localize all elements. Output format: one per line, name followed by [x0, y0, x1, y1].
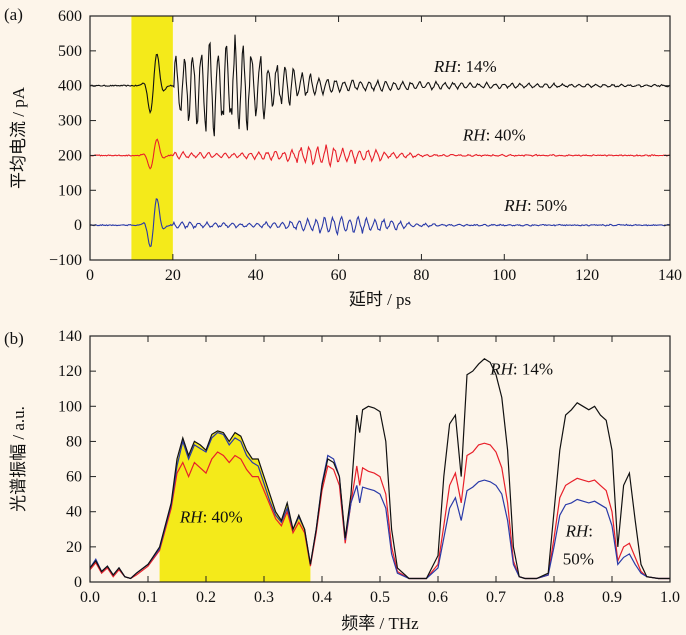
b-x-tick-label: 0.7	[486, 589, 506, 606]
b-annotation: RH:	[565, 521, 593, 540]
ticks-b: 0.0 0.1 0.2 0.3 0.4 0.5 0.6 0.7 0.8 0.9 1.0 0 20 40 60…	[58, 328, 680, 606]
a-x-tick-label: 60	[331, 267, 347, 284]
b-annotation: RH: 40%	[179, 507, 243, 526]
a-y-tick-label: 200	[58, 147, 82, 164]
a-annotation-value: : 14%	[457, 57, 497, 76]
b-x-tick-label: 0.9	[602, 589, 622, 606]
series-line-b-2	[89, 431, 670, 580]
b-annotation-value: : 14%	[513, 360, 553, 379]
b-annotation: RH: 14%	[489, 360, 553, 379]
series-line-b-0	[89, 358, 670, 580]
panel-label-a: (a)	[4, 5, 23, 24]
b-annotation-value: :	[588, 521, 593, 540]
b-y-tick-label: 120	[58, 363, 82, 380]
b-x-tick-label: 0.4	[312, 589, 332, 606]
highlight-band	[131, 16, 173, 260]
a-annotation-label: RH	[462, 125, 487, 144]
b-annotation-label: RH	[565, 521, 590, 540]
a-y-tick-label: 600	[58, 8, 82, 25]
b-annotation-value: : 40%	[203, 507, 243, 526]
annotations-a: RH: 14%RH: 40%RH: 50%	[433, 57, 567, 215]
b-y-tick-label: 80	[66, 433, 82, 450]
b-y-tick-label: 20	[66, 539, 82, 556]
a-y-tick-label: 400	[58, 78, 82, 95]
series-group-a	[89, 34, 671, 248]
b-x-tick-label: 0.8	[544, 589, 564, 606]
series-line-b-1	[89, 442, 670, 580]
b-x-tick-label: 0.0	[80, 589, 100, 606]
a-y-tick-label: 100	[58, 182, 82, 199]
a-x-tick-label: 20	[165, 267, 181, 284]
a-x-tick-label: 100	[492, 267, 516, 284]
a-x-tick-label: 140	[658, 267, 682, 284]
b-annotation-label: RH	[179, 507, 204, 526]
b-x-tick-label: 1.0	[660, 589, 680, 606]
a-annotation: RH: 40%	[462, 125, 526, 144]
a-y-tick-label: 500	[58, 43, 82, 60]
a-annotation: RH: 14%	[433, 57, 497, 76]
highlight-fill	[159, 430, 311, 582]
b-x-tick-label: 0.5	[370, 589, 390, 606]
b-annotation-value: 50%	[563, 549, 594, 568]
b-x-tick-label: 0.6	[428, 589, 448, 606]
a-annotation-label: RH	[503, 196, 528, 215]
a-annotation-label: RH	[433, 57, 458, 76]
a-y-tick-label: −100	[49, 252, 82, 269]
a-y-tick-label: 0	[74, 217, 82, 234]
b-x-tick-label: 0.2	[196, 589, 216, 606]
b-y-tick-label: 100	[58, 398, 82, 415]
y-axis-label-a: 平均电流 / pA	[9, 86, 28, 189]
b-y-tick-label: 140	[58, 328, 82, 345]
series-line-a-1	[89, 138, 671, 170]
b-annotation: 50%	[563, 549, 594, 568]
b-x-tick-label: 0.1	[138, 589, 158, 606]
y-axis-label-b: 光谱振幅 / a.u.	[9, 406, 28, 512]
panel-b: 0.0 0.1 0.2 0.3 0.4 0.5 0.6 0.7 0.8 0.9 1.0 0 20 40 60…	[4, 328, 680, 633]
a-x-tick-label: 40	[248, 267, 264, 284]
series-group-b	[89, 358, 670, 580]
a-x-tick-label: 0	[86, 267, 94, 284]
a-annotation-value: : 40%	[486, 125, 526, 144]
a-annotation: RH: 50%	[503, 196, 567, 215]
series-line-a-0	[89, 34, 671, 137]
x-axis-label-b: 频率 / THz	[341, 614, 419, 633]
b-y-tick-label: 40	[66, 504, 82, 521]
a-y-tick-label: 300	[58, 113, 82, 130]
plot-frame-a	[89, 15, 671, 261]
panel-a: 0 20 40 60 80 100 120 140−100010020030040050060…	[4, 5, 682, 309]
b-y-tick-label: 60	[66, 469, 82, 486]
panel-label-b: (b)	[4, 329, 24, 348]
a-annotation-value: : 50%	[527, 196, 567, 215]
series-line-a-2	[89, 198, 671, 248]
x-axis-label-a: 延时 / ps	[349, 290, 411, 309]
a-x-tick-label: 80	[413, 267, 429, 284]
ticks-a: 0 20 40 60 80 100 120 140−100010020030040050060…	[49, 8, 682, 284]
annotations-b: RH: 14%RH: 40%RH:50%	[179, 360, 594, 569]
a-x-tick-label: 120	[575, 267, 599, 284]
b-annotation-label: RH	[489, 360, 514, 379]
b-y-tick-label: 0	[74, 574, 82, 591]
b-x-tick-label: 0.3	[254, 589, 274, 606]
